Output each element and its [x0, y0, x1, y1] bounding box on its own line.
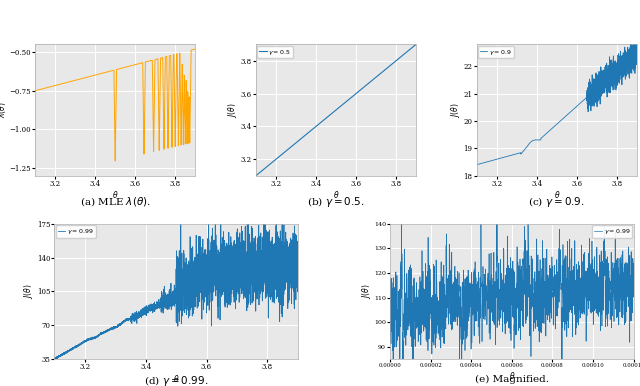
Line: $\gamma = 0.9$: $\gamma = 0.9$	[477, 31, 637, 165]
$\gamma = 0.9$	[541, 132, 549, 137]
X-axis label: $\theta$: $\theta$	[509, 369, 515, 381]
$\gamma = 0.99$	[294, 253, 301, 257]
Y-axis label: $J(\theta)$: $J(\theta)$	[227, 102, 239, 118]
$\gamma = 0.99$	[623, 284, 630, 289]
$\gamma = 0.99$	[623, 274, 630, 279]
$\gamma = 0.99$	[499, 278, 506, 283]
$\gamma = 0.99$	[51, 356, 58, 361]
Line: $\gamma = 0.5$: $\gamma = 0.5$	[256, 44, 416, 176]
$\gamma = 0.5$	[321, 117, 328, 122]
$\gamma = 0.9$	[631, 29, 639, 33]
$\gamma = 0.9$	[620, 73, 628, 78]
$\gamma = 0.99$	[51, 358, 58, 362]
Text: (a) MLE $\lambda(\theta)$.: (a) MLE $\lambda(\theta)$.	[80, 195, 150, 208]
$\gamma = 0.5$	[328, 111, 336, 115]
$\gamma = 0.99$	[166, 300, 174, 304]
$\gamma = 0.5$	[369, 78, 376, 83]
$\gamma = 0.99$	[579, 259, 586, 264]
$\gamma = 0.99$	[399, 358, 406, 362]
Y-axis label: $\lambda(\theta)$: $\lambda(\theta)$	[0, 102, 8, 119]
$\gamma = 0.99$	[155, 300, 163, 305]
$\gamma = 0.9$	[473, 163, 481, 167]
X-axis label: $\theta$: $\theta$	[554, 189, 560, 200]
Y-axis label: $J(\theta)$: $J(\theta)$	[360, 284, 372, 299]
Line: $\gamma = 0.99$: $\gamma = 0.99$	[390, 205, 634, 386]
$\gamma = 0.99$	[273, 208, 280, 213]
Legend: $\gamma = 0.99$: $\gamma = 0.99$	[593, 225, 632, 238]
$\gamma = 0.99$	[287, 270, 294, 274]
Text: (d) $\gamma = 0.99$.: (d) $\gamma = 0.99$.	[144, 374, 208, 386]
Y-axis label: $J(\theta)$: $J(\theta)$	[22, 284, 35, 299]
Legend: $\gamma = 0.5$: $\gamma = 0.5$	[257, 46, 293, 58]
$\gamma = 0.9$	[549, 125, 557, 130]
$\gamma = 0.5$	[399, 52, 407, 57]
$\gamma = 0.99$	[630, 291, 637, 296]
$\gamma = 0.5$	[319, 118, 327, 123]
Y-axis label: $J(\theta)$: $J(\theta)$	[449, 102, 462, 118]
$\gamma = 0.5$	[407, 46, 415, 51]
$\gamma = 0.9$	[633, 51, 640, 55]
Line: $\gamma = 0.99$: $\gamma = 0.99$	[54, 210, 298, 360]
$\gamma = 0.99$	[505, 325, 513, 330]
X-axis label: $\theta$: $\theta$	[173, 372, 179, 384]
Text: (c) $\gamma = 0.9$.: (c) $\gamma = 0.9$.	[529, 195, 585, 209]
X-axis label: $\theta$: $\theta$	[333, 189, 339, 200]
$\gamma = 0.5$	[412, 42, 420, 47]
$\gamma = 0.99$	[397, 203, 405, 208]
Text: (b) $\gamma = 0.5$.: (b) $\gamma = 0.5$.	[307, 195, 365, 209]
$\gamma = 0.9$	[589, 101, 597, 105]
X-axis label: $\theta$: $\theta$	[112, 189, 118, 200]
$\gamma = 0.9$	[628, 58, 636, 62]
Text: (e) Magnified.: (e) Magnified.	[475, 374, 549, 384]
$\gamma = 0.99$	[275, 248, 282, 252]
$\gamma = 0.99$	[227, 241, 235, 245]
$\gamma = 0.99$	[387, 332, 394, 337]
$\gamma = 0.99$	[153, 301, 161, 305]
Legend: $\gamma = 0.99$: $\gamma = 0.99$	[56, 225, 95, 238]
$\gamma = 0.9$	[540, 133, 548, 138]
$\gamma = 0.5$	[252, 173, 260, 178]
Legend: $\gamma = 0.9$: $\gamma = 0.9$	[478, 46, 514, 58]
